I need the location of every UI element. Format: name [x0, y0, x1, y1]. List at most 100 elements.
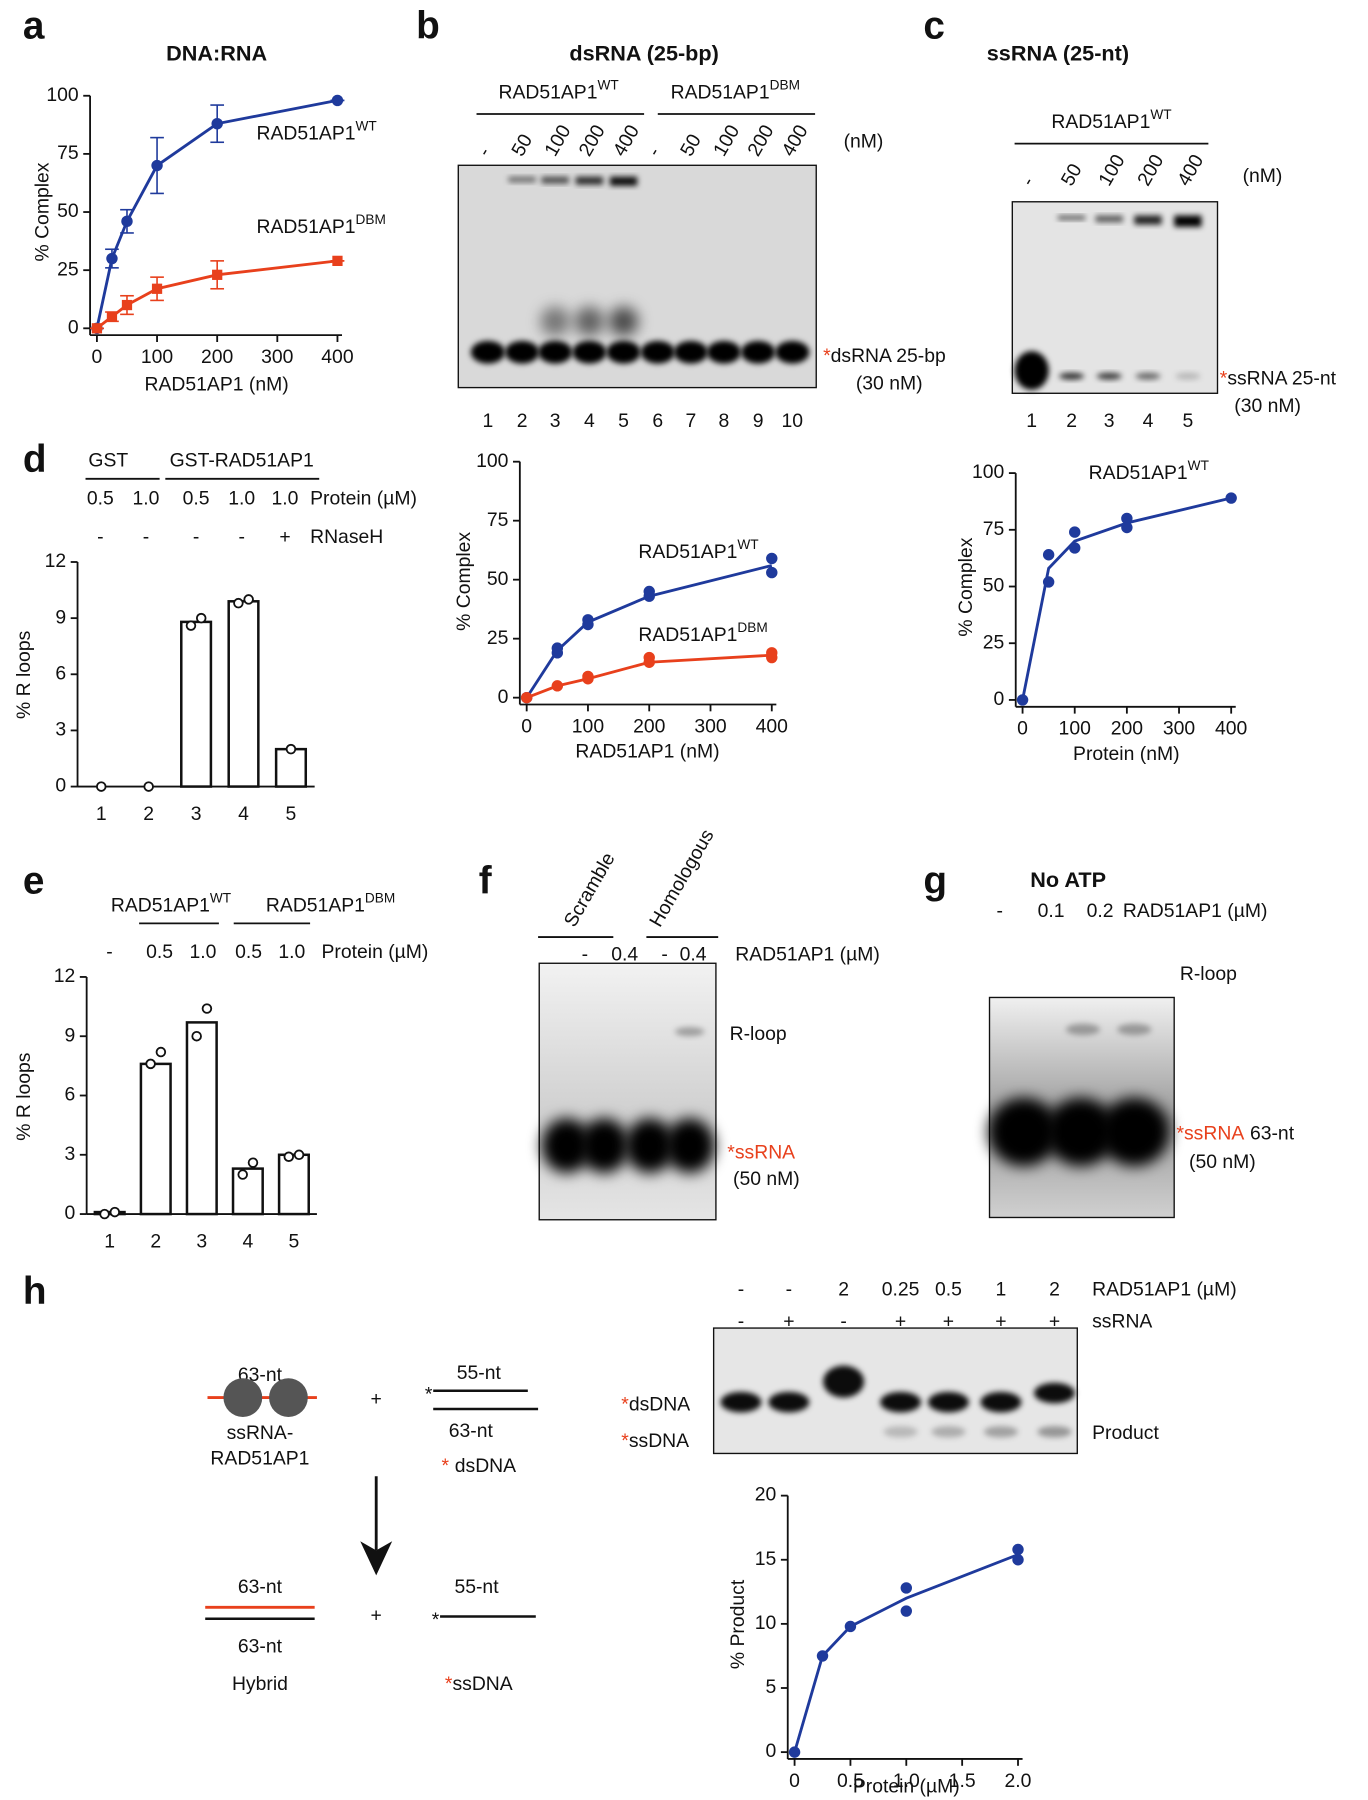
y-tick-label: 25	[983, 631, 1005, 653]
band-label: *dsDNA	[621, 1394, 690, 1416]
gel-title: ssRNA (25-nt)	[987, 40, 1129, 65]
x-tick-label: 400	[321, 346, 354, 368]
point	[1121, 521, 1133, 534]
concentration: 0.1	[1038, 900, 1065, 922]
replicate-point	[237, 1169, 248, 1180]
fit-line	[1021, 496, 1232, 701]
condition: 1	[996, 1279, 1007, 1301]
concentration: 400	[1173, 151, 1208, 190]
replicate-point	[96, 781, 107, 792]
panel-label: h	[23, 1270, 47, 1313]
panel-label: c	[923, 5, 945, 48]
y-axis-label: % Complex	[955, 537, 977, 636]
text-part: RAD51AP1	[498, 82, 597, 104]
x-tick-label: 1	[96, 803, 107, 825]
y-tick-label: 6	[64, 1084, 75, 1106]
condition: 0.5	[87, 487, 114, 509]
plus: +	[371, 1605, 382, 1627]
x-tick-label: 1	[104, 1231, 115, 1253]
concentration: 200	[743, 121, 778, 160]
gel-band	[1117, 1023, 1152, 1036]
concentration: 50	[676, 130, 706, 160]
text-part: RAD51AP1	[1051, 111, 1150, 133]
point	[331, 94, 344, 107]
text-part: ssDNA	[629, 1430, 689, 1452]
replicate-point	[283, 1151, 295, 1163]
reagent: RAD51AP1 (µM)	[735, 943, 880, 965]
concentration: 50	[507, 130, 537, 160]
complex-label: RAD51AP1	[210, 1447, 309, 1469]
point	[816, 1650, 829, 1662]
x-tick-label: 3	[191, 803, 202, 825]
band-label: *ssRNA 25-nt	[1220, 368, 1337, 390]
group-label: GST	[88, 450, 128, 472]
point	[1042, 549, 1055, 561]
text-part: *	[1176, 1122, 1184, 1144]
gel-band	[1065, 1023, 1101, 1036]
row-label: RAD51AP1 (µM)	[1092, 1279, 1237, 1301]
panel-label: d	[23, 438, 47, 481]
point	[91, 323, 103, 334]
point	[766, 552, 778, 565]
text-part: *	[1220, 368, 1228, 390]
concentration: -	[473, 144, 495, 161]
x-tick-label: 4	[242, 1231, 253, 1253]
gel-band	[574, 306, 605, 337]
text-part: ssRNA	[1184, 1122, 1244, 1144]
strand-length: 63-nt	[238, 1635, 283, 1657]
replicate-point	[247, 1157, 259, 1168]
text-part: *	[727, 1142, 735, 1164]
x-tick-label: 2	[143, 803, 154, 825]
y-tick-label: 20	[755, 1484, 777, 1506]
y-tick-label: 0	[64, 1202, 75, 1224]
group-label: GST-RAD51AP1	[170, 450, 314, 472]
replicate-point	[185, 620, 197, 631]
point	[106, 311, 118, 322]
strand-length: 63-nt	[238, 1576, 283, 1598]
gel-band	[980, 1391, 1022, 1413]
text-part: 63-nt	[1250, 1122, 1295, 1144]
text-part: DBM	[365, 890, 395, 905]
text-part: RAD51AP1	[266, 894, 365, 916]
gel-band	[1014, 351, 1049, 390]
protein	[269, 1378, 308, 1417]
gel-band	[470, 340, 506, 364]
text-part: WT	[1188, 458, 1210, 473]
concentration: 100	[540, 121, 575, 160]
text-part: DBM	[737, 620, 767, 635]
point	[1012, 1543, 1024, 1556]
condition: -	[738, 1279, 744, 1301]
gel	[538, 962, 717, 1221]
y-axis-label: % R loops	[13, 631, 35, 719]
group-label: RAD51AP1DBM	[671, 78, 800, 104]
row-label: Protein (µM)	[321, 941, 428, 963]
point	[900, 1605, 912, 1617]
product-label: Hybrid	[232, 1673, 288, 1695]
condition: 0.5	[235, 941, 262, 963]
series-line	[95, 99, 338, 329]
gel-band	[706, 340, 741, 364]
group-label: RAD51AP1WT	[498, 78, 619, 104]
series-label: RAD51AP1WT	[257, 119, 378, 145]
product-label: *ssDNA	[445, 1673, 513, 1695]
bar	[227, 600, 260, 788]
concentration: 400	[609, 121, 644, 160]
point	[766, 566, 778, 579]
condition: -	[193, 526, 199, 548]
y-axis-label: % Complex	[31, 162, 53, 261]
bar	[180, 620, 213, 788]
gel-band	[1037, 1426, 1072, 1438]
condition: -	[786, 1279, 792, 1301]
gel-band	[775, 340, 810, 364]
text-part: ssRNA 25-nt	[1227, 368, 1336, 390]
gel-band	[572, 340, 607, 364]
x-tick-label: 1.5	[949, 1770, 976, 1792]
panel-label: a	[23, 5, 45, 48]
point	[1016, 694, 1029, 706]
y-tick-label: 100	[46, 84, 79, 106]
point	[788, 1746, 801, 1758]
replicate-point	[155, 1046, 167, 1058]
replicate-point	[293, 1149, 305, 1161]
